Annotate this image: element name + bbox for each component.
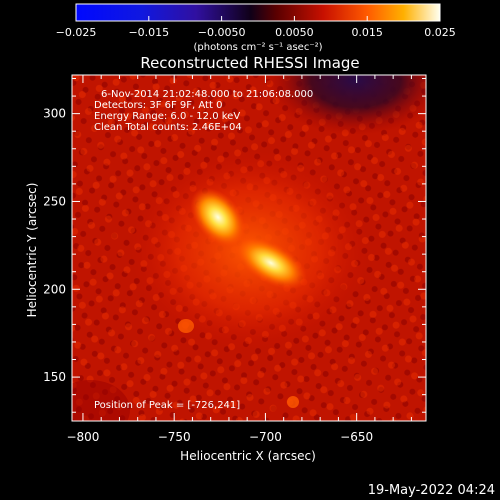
y-axis-label: Heliocentric Y (arcsec): [25, 183, 39, 318]
colorbar-tick-label: −0.025: [56, 26, 97, 39]
source-blob: [234, 236, 307, 290]
footer-date: 19-May-2022 04:24: [368, 483, 495, 498]
colorbar-ticks: −0.025 −0.015 −0.0050 0.0050 0.015 0.025: [56, 16, 456, 39]
y-tick-label: 200: [43, 282, 66, 296]
heatmap-image: [72, 75, 426, 421]
colorbar-units-label: (photons cm⁻² s⁻¹ asec⁻²): [193, 42, 322, 53]
annotation-line: Detectors: 3F 6F 9F, Att 0: [94, 100, 222, 111]
colorbar-tick-label: 0.0050: [275, 26, 314, 39]
colorbar-tick-label: −0.0050: [198, 26, 246, 39]
colorbar: [75, 3, 441, 22]
x-tick-label: −650: [340, 430, 373, 444]
y-tick-label: 250: [43, 194, 66, 208]
chart-title: Reconstructed RHESSI Image: [140, 54, 359, 72]
colorbar-tick-label: 0.025: [424, 26, 456, 39]
annotation-line: Clean Total counts: 2.46E+04: [94, 122, 242, 133]
x-tick-label: −800: [66, 430, 99, 444]
x-tick-label: −750: [158, 430, 191, 444]
colorbar-tick-label: −0.015: [128, 26, 169, 39]
peak-position-label: Position of Peak = [-726,241]: [94, 400, 240, 411]
source-blob: [190, 187, 246, 247]
x-tick-label: −700: [249, 430, 282, 444]
y-axis-ticks: 150 200 250 300: [43, 78, 426, 413]
annotations: 6-Nov-2014 21:02:48.000 to 21:06:08.000D…: [94, 89, 313, 133]
sources-layer: [190, 187, 307, 290]
x-axis-ticks: −800 −750 −700 −650: [66, 75, 412, 444]
plot-frame: [71, 74, 427, 422]
y-tick-label: 300: [43, 107, 66, 121]
annotation-line: 6-Nov-2014 21:02:48.000 to 21:06:08.000: [101, 89, 313, 100]
y-tick-label: 150: [43, 370, 66, 384]
annotation-line: Energy Range: 6.0 - 12.0 keV: [94, 111, 240, 122]
colorbar-tick-label: 0.015: [351, 26, 383, 39]
x-axis-label: Heliocentric X (arcsec): [180, 449, 316, 463]
